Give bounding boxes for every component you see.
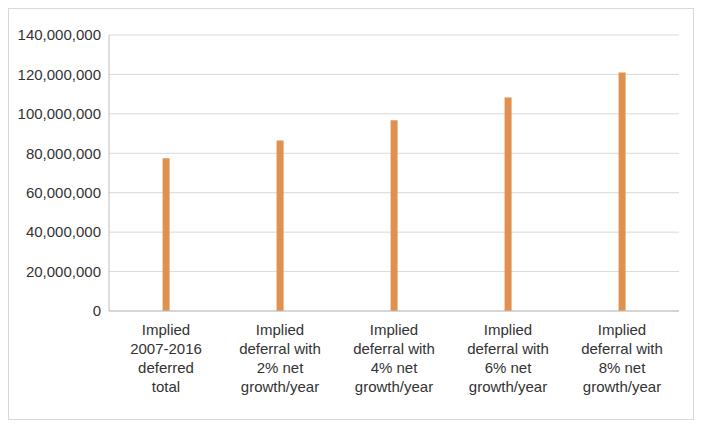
svg-text:140,000,000: 140,000,000: [18, 26, 101, 43]
svg-text:Implieddeferral with4% netgrow: Implieddeferral with4% netgrowth/year: [353, 321, 435, 395]
svg-text:40,000,000: 40,000,000: [26, 223, 101, 240]
svg-text:120,000,000: 120,000,000: [18, 66, 101, 83]
svg-text:Implieddeferral with6% netgrow: Implieddeferral with6% netgrowth/year: [467, 321, 549, 395]
svg-text:0: 0: [93, 302, 101, 319]
svg-text:60,000,000: 60,000,000: [26, 184, 101, 201]
svg-text:Implied2007-2016deferredtotal: Implied2007-2016deferredtotal: [130, 321, 202, 395]
svg-text:Implieddeferral with8% netgrow: Implieddeferral with8% netgrowth/year: [581, 321, 663, 395]
svg-text:Implieddeferral with2% netgrow: Implieddeferral with2% netgrowth/year: [239, 321, 321, 395]
svg-text:100,000,000: 100,000,000: [18, 105, 101, 122]
svg-text:20,000,000: 20,000,000: [26, 263, 101, 280]
svg-text:80,000,000: 80,000,000: [26, 145, 101, 162]
